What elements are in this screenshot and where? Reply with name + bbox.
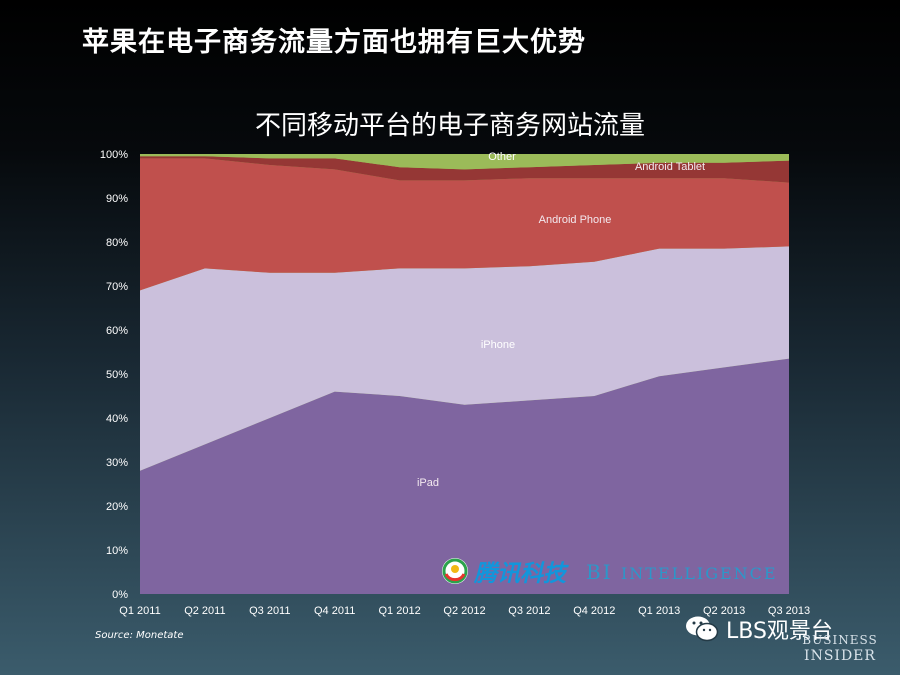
x-tick-label: Q3 2011 bbox=[249, 605, 290, 617]
area-iphone bbox=[140, 246, 789, 471]
x-tick-label: Q1 2012 bbox=[378, 605, 420, 617]
tencent-watermark: 腾讯科技 bbox=[440, 555, 566, 587]
series-label-iphone: iPhone bbox=[481, 339, 515, 351]
series-label-android-tablet: Android Tablet bbox=[635, 161, 705, 173]
y-tick-label: 70% bbox=[106, 281, 128, 293]
bi-intelligence-watermark: BI INTELLIGENCE bbox=[586, 560, 778, 584]
wechat-icon bbox=[686, 616, 719, 642]
wechat-watermark: LBS观景台 bbox=[684, 613, 833, 645]
y-tick-label: 90% bbox=[106, 193, 128, 205]
x-tick-label: Q2 2013 bbox=[703, 605, 745, 617]
tencent-wordmark: 腾讯科技 bbox=[474, 561, 566, 587]
x-tick-label: Q4 2011 bbox=[314, 605, 355, 617]
x-tick-label: Q4 2012 bbox=[573, 605, 615, 617]
y-tick-label: 100% bbox=[100, 149, 128, 161]
y-tick-label: 50% bbox=[106, 369, 128, 381]
business-insider-line2: INSIDER bbox=[804, 648, 876, 664]
y-tick-label: 30% bbox=[106, 457, 128, 469]
area-ipad bbox=[140, 358, 789, 594]
y-tick-label: 80% bbox=[106, 237, 128, 249]
series-label-ipad: iPad bbox=[417, 477, 439, 489]
y-tick-label: 0% bbox=[112, 589, 128, 601]
series-label-android-phone: Android Phone bbox=[539, 214, 612, 226]
wechat-account-name: LBS观景台 bbox=[726, 619, 833, 644]
business-insider-line1: BUSINESS bbox=[802, 633, 878, 647]
series-label-other: Other bbox=[488, 151, 516, 163]
y-tick-label: 20% bbox=[106, 501, 128, 513]
bi-intelligence-head: BI bbox=[586, 560, 621, 584]
area-other bbox=[140, 154, 789, 170]
area-series-group bbox=[140, 154, 789, 594]
chart-title: 不同移动平台的电子商务网站流量 bbox=[254, 111, 645, 141]
x-tick-label: Q2 2011 bbox=[184, 605, 225, 617]
slide-title: 苹果在电子商务流量方面也拥有巨大优势 bbox=[82, 27, 586, 58]
x-tick-label: Q3 2012 bbox=[508, 605, 550, 617]
x-tick-label: Q1 2011 bbox=[119, 605, 160, 617]
y-tick-label: 10% bbox=[106, 545, 128, 557]
y-axis-tick-labels: 0% 10% 20% 30% 40% 50% 60% 70% 80% 90% 100% bbox=[100, 149, 128, 601]
series-labels: iPad iPhone Android Phone Android Tablet Oth… bbox=[417, 151, 705, 489]
x-tick-label: Q3 2013 bbox=[768, 605, 810, 617]
bi-intelligence-tail: INTELLIGENCE bbox=[620, 564, 778, 583]
x-tick-label: Q2 2012 bbox=[443, 605, 485, 617]
x-tick-label: Q1 2013 bbox=[638, 605, 680, 617]
tencent-logo-icon bbox=[442, 558, 468, 584]
y-tick-label: 60% bbox=[106, 325, 128, 337]
source-note: Source: Monetate bbox=[95, 630, 184, 641]
x-axis-tick-labels: Q1 2011 Q2 2011 Q3 2011 Q4 2011 Q1 2012 Q2 20… bbox=[119, 605, 810, 617]
y-tick-label: 40% bbox=[106, 413, 128, 425]
area-android-phone bbox=[140, 158, 789, 291]
business-insider-logo: BUSINESS INSIDER bbox=[800, 632, 880, 664]
